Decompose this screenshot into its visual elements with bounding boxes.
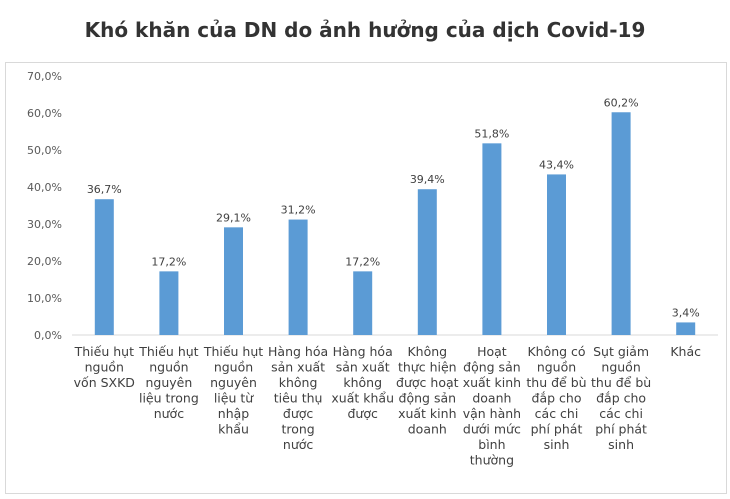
bar: [288, 219, 308, 335]
y-tick-label: 70,0%: [27, 70, 62, 83]
category-label: Thiếu hụt nguồn nguyên liệu từ nhập khẩu: [203, 344, 263, 437]
data-label: 39,4%: [410, 173, 445, 186]
y-tick-label: 20,0%: [27, 255, 62, 268]
bar: [676, 322, 696, 335]
category-label: Hoạt động sản xuất kinh doanh vận hành dưới m…: [463, 344, 521, 468]
bar: [159, 271, 179, 335]
data-label: 36,7%: [87, 183, 122, 196]
category-label: Khác: [670, 344, 701, 359]
y-tick-label: 40,0%: [27, 181, 62, 194]
data-label: 29,1%: [216, 211, 251, 224]
data-label: 17,2%: [151, 255, 186, 268]
data-label: 17,2%: [345, 255, 380, 268]
category-label: Không có nguồn thu để bù đắp cho các chi phí …: [526, 344, 586, 452]
category-label: Thiếu hụt nguồn vốn SXKD: [74, 344, 135, 390]
bar: [547, 174, 566, 335]
bar: [417, 189, 437, 335]
data-label: 51,8%: [474, 127, 509, 140]
category-label: Không thực hiện được hoạt động sản xuất kinh…: [396, 344, 459, 437]
y-tick-label: 30,0%: [27, 218, 62, 231]
data-label: 31,2%: [281, 204, 316, 217]
category-label: Hàng hóa sản xuất không tiêu thụ được trong nư…: [268, 344, 328, 452]
chart-frame: [5, 62, 727, 494]
y-tick-label: 60,0%: [27, 107, 62, 120]
data-label: 60,2%: [604, 96, 639, 109]
category-label: Sụt giảm nguồn thu để bù đắp cho các chi phí …: [591, 344, 651, 452]
y-tick-label: 10,0%: [27, 292, 62, 305]
chart-title: Khó khăn của DN do ảnh hưởng của dịch Co…: [84, 18, 646, 42]
bar: [611, 112, 631, 335]
data-label: 43,4%: [539, 158, 574, 171]
bar: [353, 271, 373, 335]
bar: [224, 227, 243, 335]
bar: [482, 143, 502, 335]
category-label: Thiếu hụt nguồn nguyên liệu trong nước: [138, 344, 199, 421]
category-label: Hàng hóa sản xuất không xuất khẩu được: [331, 344, 394, 421]
bar: [94, 199, 114, 335]
y-tick-label: 0,0%: [34, 329, 62, 342]
data-label: 3,4%: [672, 306, 700, 319]
y-tick-label: 50,0%: [27, 144, 62, 157]
